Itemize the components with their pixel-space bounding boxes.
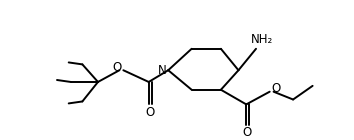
Text: O: O (271, 82, 280, 95)
Text: O: O (145, 106, 154, 119)
Text: O: O (113, 61, 122, 74)
Text: O: O (242, 126, 252, 139)
Text: N: N (158, 64, 167, 77)
Text: NH₂: NH₂ (251, 32, 273, 46)
